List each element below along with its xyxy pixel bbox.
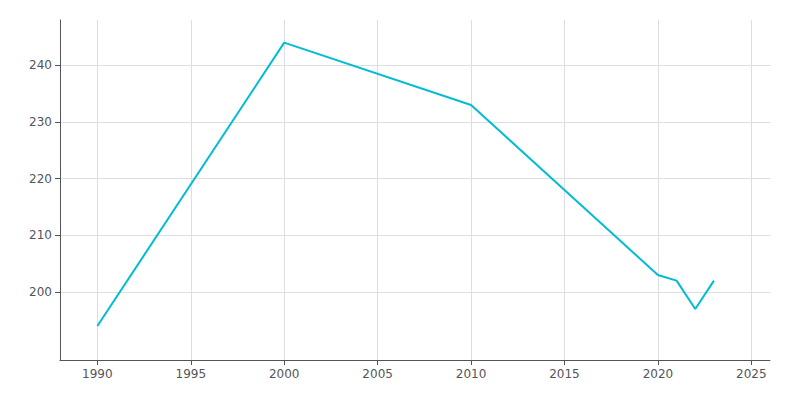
svg-text:1990: 1990 <box>82 367 113 381</box>
svg-text:2025: 2025 <box>736 367 767 381</box>
svg-text:1995: 1995 <box>176 367 207 381</box>
svg-text:2015: 2015 <box>549 367 580 381</box>
svg-text:210: 210 <box>29 228 52 242</box>
svg-text:2005: 2005 <box>362 367 393 381</box>
svg-text:2020: 2020 <box>643 367 674 381</box>
svg-text:230: 230 <box>29 115 52 129</box>
svg-text:2010: 2010 <box>456 367 487 381</box>
svg-text:220: 220 <box>29 172 52 186</box>
svg-text:240: 240 <box>29 58 52 72</box>
svg-text:2000: 2000 <box>269 367 300 381</box>
svg-text:200: 200 <box>29 285 52 299</box>
